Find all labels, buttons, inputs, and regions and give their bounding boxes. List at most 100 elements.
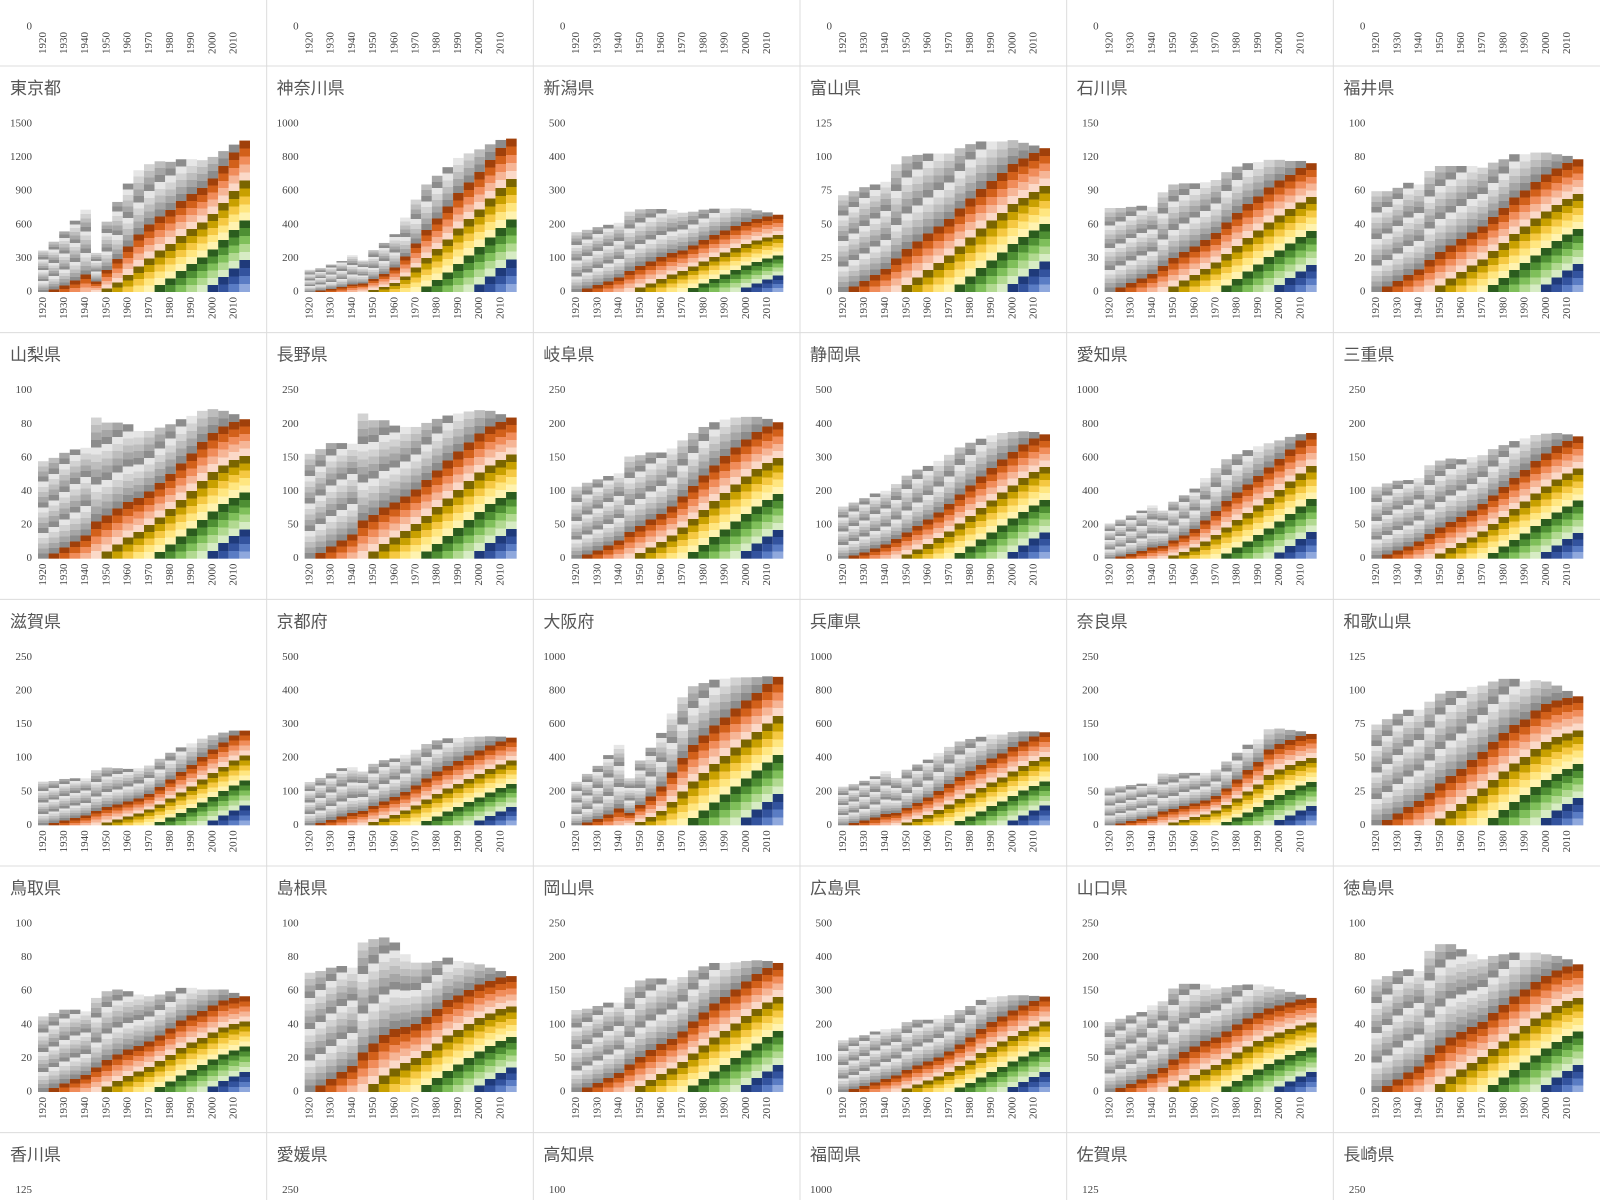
bar [80, 447, 91, 559]
x-tick-label: 1920 [1103, 297, 1115, 320]
bar [207, 989, 219, 1093]
y-tick-label: 1200 [10, 151, 33, 163]
bar [656, 209, 667, 292]
bar [571, 486, 582, 559]
bar [1242, 450, 1254, 559]
x-tick-label: 1980 [1231, 1097, 1243, 1120]
y-tick-label: 50 [1354, 519, 1366, 531]
bar [687, 970, 699, 1093]
x-tick-label: 2010 [1028, 32, 1040, 55]
bar [1018, 142, 1029, 292]
bar [1530, 435, 1541, 559]
bar [954, 741, 966, 826]
x-tick-label: 2000 [473, 563, 485, 586]
x-tick-label: 1940 [1146, 297, 1158, 320]
x-tick-label: 1940 [879, 830, 891, 853]
y-tick-label: 0 [293, 21, 299, 33]
bar [1115, 208, 1126, 292]
x-tick-label: 1950 [1434, 830, 1446, 853]
bar [197, 410, 208, 559]
bar [1168, 988, 1179, 1093]
x-tick-label: 1990 [452, 563, 464, 586]
bar [48, 780, 60, 826]
bar [1242, 984, 1254, 1093]
bar [495, 971, 507, 1093]
bar [656, 732, 667, 826]
y-tick-label: 125 [1082, 1184, 1099, 1196]
bar [38, 461, 49, 559]
y-tick-label: 0 [27, 552, 33, 564]
y-tick-label: 0 [1093, 286, 1099, 298]
y-tick-label: 0 [1093, 1086, 1099, 1098]
bar [944, 746, 955, 826]
bar [922, 1019, 934, 1093]
bar [304, 453, 316, 559]
chart-title: 東京都 [10, 79, 61, 99]
bar [772, 422, 784, 559]
bar [1445, 458, 1457, 559]
y-tick-label: 1000 [810, 1184, 833, 1196]
x-tick-label: 1930 [858, 32, 870, 55]
x-tick-label: 1990 [452, 1097, 464, 1120]
bar [603, 476, 614, 559]
y-tick-label: 100 [816, 519, 833, 531]
bar [1263, 443, 1275, 559]
bar [603, 755, 614, 826]
y-tick-label: 250 [282, 384, 299, 396]
x-tick-label: 1990 [185, 297, 197, 320]
x-tick-label: 1920 [570, 830, 582, 853]
x-tick-label: 2010 [494, 32, 506, 55]
x-tick-label: 2010 [1561, 563, 1573, 586]
x-tick-label: 1930 [591, 1097, 603, 1120]
bar [38, 1016, 49, 1093]
x-tick-label: 2000 [1006, 297, 1018, 320]
bar [656, 452, 667, 559]
bar [207, 735, 219, 826]
y-tick-label: 600 [282, 185, 299, 197]
x-tick-label: 1960 [655, 563, 667, 586]
x-tick-label: 1980 [1497, 32, 1509, 55]
x-tick-label: 2010 [1561, 1097, 1573, 1120]
x-tick-label: 1960 [1455, 32, 1467, 55]
bar [880, 1029, 891, 1093]
bar [1136, 783, 1148, 826]
y-tick-label: 1000 [810, 651, 833, 663]
chart-title: 兵庫県 [810, 612, 861, 632]
x-tick-label: 2010 [494, 563, 506, 586]
x-tick-label: 1980 [431, 1097, 443, 1120]
y-tick-label: 100 [16, 752, 33, 764]
x-tick-label: 1950 [1434, 1097, 1446, 1120]
x-tick-label: 1970 [1209, 563, 1221, 586]
bar [389, 234, 401, 292]
x-tick-label: 1980 [164, 830, 176, 853]
bar [112, 201, 123, 292]
bar [1477, 455, 1488, 559]
x-tick-label: 1920 [303, 830, 315, 853]
bar [368, 250, 379, 292]
bar [1498, 954, 1510, 1093]
x-tick-label: 1950 [367, 1097, 379, 1120]
y-tick-label: 25 [821, 252, 833, 264]
chart-title: 和歌山県 [1343, 612, 1411, 632]
bar [634, 980, 646, 1093]
chart-title: 静岡県 [810, 346, 861, 366]
bar [592, 227, 604, 292]
bar [891, 484, 902, 559]
bar [59, 452, 70, 559]
x-tick-label: 2010 [494, 1097, 506, 1120]
bar [59, 778, 70, 826]
y-tick-label: 40 [288, 1018, 300, 1030]
bar [186, 415, 197, 559]
bar [474, 149, 485, 292]
bar [91, 417, 102, 559]
bar [986, 734, 997, 826]
y-tick-label: 50 [1088, 785, 1100, 797]
x-tick-label: 1950 [900, 32, 912, 55]
bar [122, 183, 134, 292]
bar [239, 419, 250, 559]
x-tick-label: 1950 [100, 830, 112, 853]
x-tick-label: 1930 [1391, 563, 1403, 586]
x-tick-label: 1920 [570, 32, 582, 55]
bar [1157, 773, 1169, 826]
x-tick-label: 1950 [900, 297, 912, 320]
